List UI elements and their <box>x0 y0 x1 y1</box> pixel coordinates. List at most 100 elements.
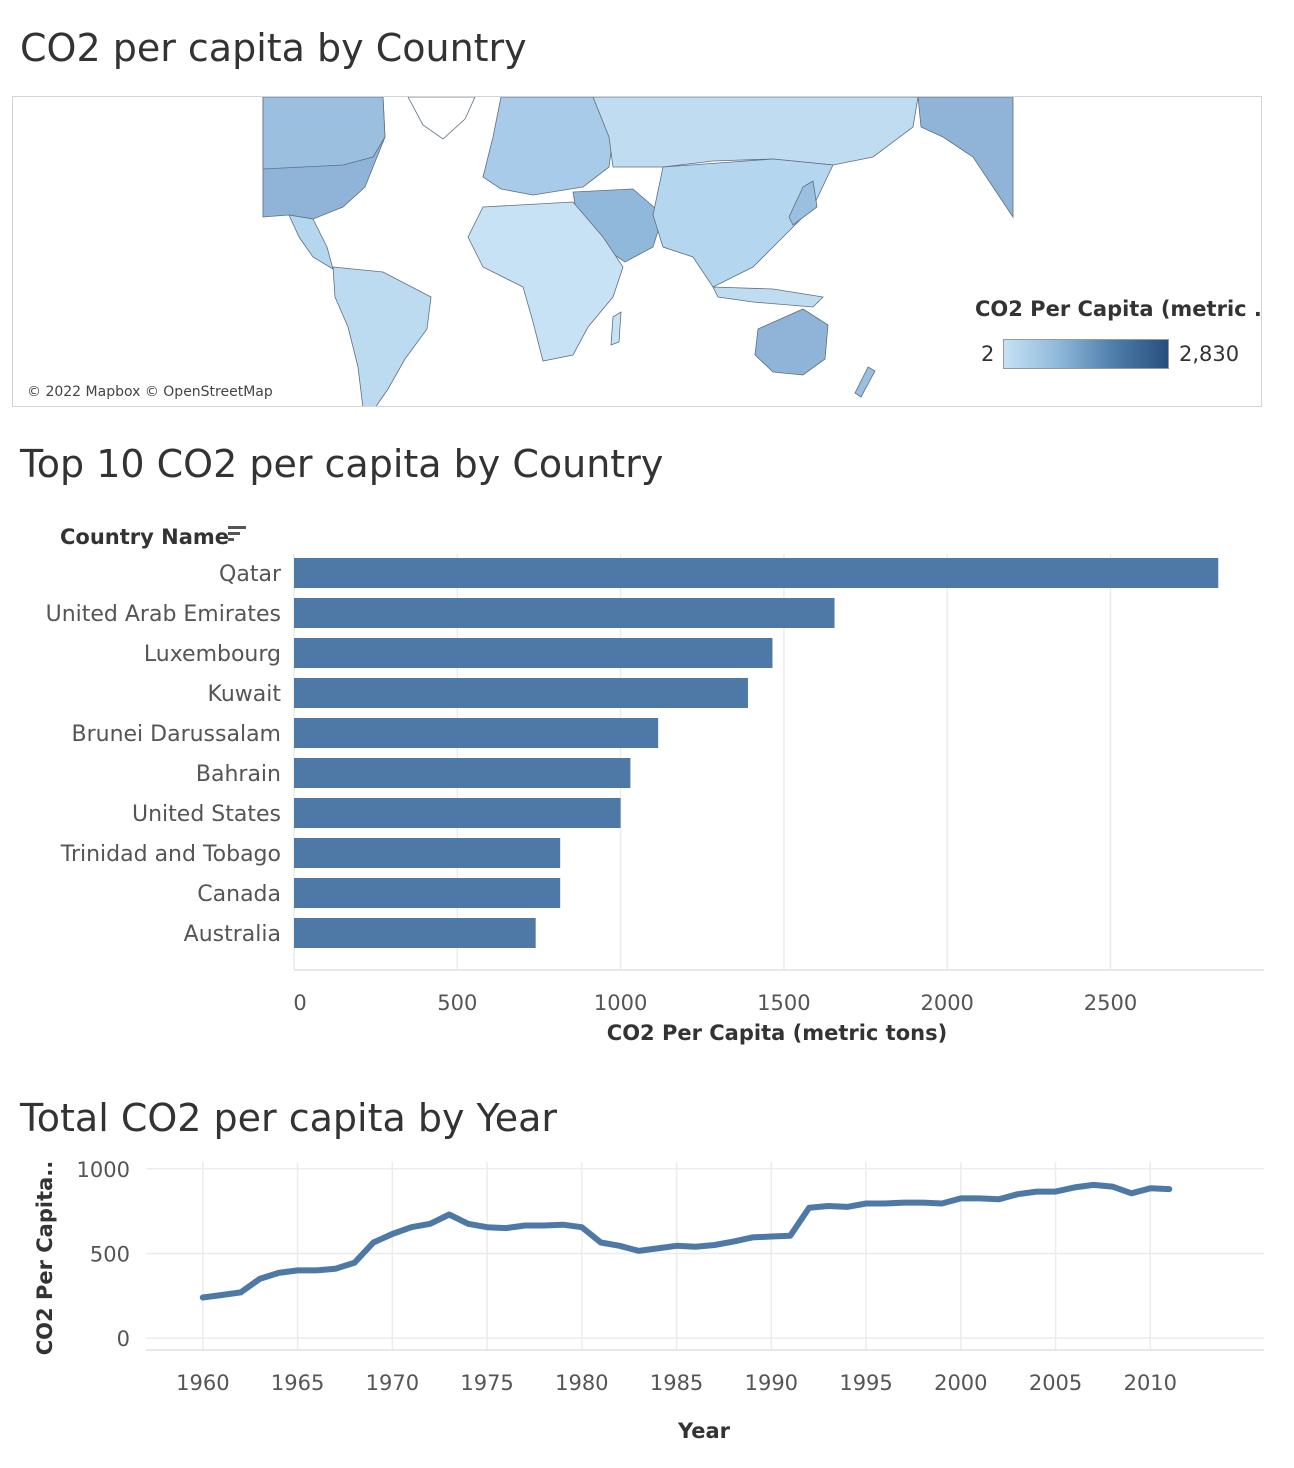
map-region-canada[interactable] <box>262 97 386 170</box>
line-point-2009[interactable] <box>1128 1190 1134 1196</box>
line-point-1998[interactable] <box>920 1200 926 1206</box>
map-region-africa[interactable] <box>467 201 624 362</box>
line-point-2011[interactable] <box>1166 1186 1172 1192</box>
line-point-1966[interactable] <box>314 1267 320 1273</box>
bar-united-arab-emirates[interactable] <box>294 598 835 628</box>
map-region-south-america[interactable] <box>332 266 432 407</box>
bar-category-label[interactable]: Bahrain <box>196 762 281 787</box>
map-region-greenland[interactable] <box>407 97 476 140</box>
line-point-1967[interactable] <box>332 1266 338 1272</box>
line-point-2002[interactable] <box>996 1196 1002 1202</box>
line-point-1973[interactable] <box>446 1212 452 1218</box>
line-point-1963[interactable] <box>257 1276 263 1282</box>
line-point-1978[interactable] <box>541 1223 547 1229</box>
line-point-2006[interactable] <box>1072 1184 1078 1190</box>
line-point-1971[interactable] <box>408 1224 414 1230</box>
line-point-1988[interactable] <box>730 1239 736 1245</box>
line-point-1969[interactable] <box>370 1239 376 1245</box>
map-region-russia[interactable] <box>592 97 919 168</box>
line-x-tick-label: 1995 <box>839 1371 892 1395</box>
line-point-2004[interactable] <box>1034 1189 1040 1195</box>
line-point-1975[interactable] <box>484 1224 490 1230</box>
bar-category-label[interactable]: Australia <box>184 922 281 947</box>
bar-category-label[interactable]: Kuwait <box>208 682 282 707</box>
line-point-1997[interactable] <box>901 1200 907 1206</box>
line-point-2007[interactable] <box>1090 1182 1096 1188</box>
line-x-tick-label: 1970 <box>366 1371 419 1395</box>
line-point-2000[interactable] <box>958 1195 964 1201</box>
line-x-tick-label: 1965 <box>271 1371 324 1395</box>
line-point-1983[interactable] <box>636 1248 642 1254</box>
bar-category-label[interactable]: Canada <box>197 882 281 907</box>
bar-canada[interactable] <box>294 878 561 908</box>
line-point-1968[interactable] <box>351 1260 357 1266</box>
bar-category-label[interactable]: Qatar <box>219 562 282 587</box>
bar-x-tick-label: 500 <box>437 991 477 1015</box>
line-point-2008[interactable] <box>1109 1184 1115 1190</box>
bar-category-label[interactable]: Luxembourg <box>144 642 281 667</box>
line-point-1974[interactable] <box>465 1221 471 1227</box>
bar-kuwait[interactable] <box>294 678 748 708</box>
bar-x-tick-label: 0 <box>293 991 306 1015</box>
line-point-1960[interactable] <box>200 1294 206 1300</box>
map-region-europe[interactable] <box>482 97 614 196</box>
line-point-1993[interactable] <box>825 1203 831 1209</box>
line-point-1999[interactable] <box>939 1200 945 1206</box>
map-region-asia[interactable] <box>652 158 834 288</box>
bar-australia[interactable] <box>294 918 536 948</box>
bar-trinidad-and-tobago[interactable] <box>294 838 561 868</box>
line-point-1980[interactable] <box>579 1224 585 1230</box>
world-choropleth-map[interactable]: © 2022 Mapbox © OpenStreetMap CO2 Per Ca… <box>12 96 1262 407</box>
bar-brunei-darussalam[interactable] <box>294 718 659 748</box>
series-line[interactable] <box>199 1181 1173 1301</box>
bar-luxembourg[interactable] <box>294 638 773 668</box>
line-point-2005[interactable] <box>1053 1189 1059 1195</box>
bar-category-label[interactable]: Trinidad and Tobago <box>60 842 281 867</box>
bar-category-label[interactable]: Brunei Darussalam <box>71 722 281 747</box>
map-attribution[interactable]: © 2022 Mapbox © OpenStreetMap <box>25 384 275 400</box>
line-point-2003[interactable] <box>1015 1191 1021 1197</box>
country-name-header[interactable]: Country Name <box>60 525 229 549</box>
line-point-1995[interactable] <box>863 1200 869 1206</box>
line-point-1985[interactable] <box>674 1243 680 1249</box>
line-point-1976[interactable] <box>503 1225 509 1231</box>
line-point-1986[interactable] <box>693 1244 699 1250</box>
line-point-1996[interactable] <box>882 1200 888 1206</box>
line-point-1984[interactable] <box>655 1245 661 1251</box>
line-point-1990[interactable] <box>768 1234 774 1240</box>
line-point-2001[interactable] <box>977 1195 983 1201</box>
line-point-2010[interactable] <box>1147 1185 1153 1191</box>
line-point-1987[interactable] <box>711 1242 717 1248</box>
bar-category-label[interactable]: United Arab Emirates <box>46 602 281 627</box>
color-legend-max: 2,830 <box>1179 342 1240 366</box>
bar-category-label[interactable]: United States <box>132 802 281 827</box>
map-region-alaska[interactable] <box>917 97 1014 219</box>
line-point-1992[interactable] <box>806 1205 812 1211</box>
line-y-tick-label: 0 <box>117 1327 130 1351</box>
line-point-1962[interactable] <box>238 1289 244 1295</box>
map-region-central-america[interactable] <box>288 214 334 270</box>
line-point-1965[interactable] <box>295 1267 301 1273</box>
line-point-1982[interactable] <box>617 1243 623 1249</box>
line-point-1991[interactable] <box>787 1233 793 1239</box>
line-point-1981[interactable] <box>598 1239 604 1245</box>
line-point-1972[interactable] <box>427 1221 433 1227</box>
line-point-1964[interactable] <box>276 1270 282 1276</box>
line-point-1970[interactable] <box>389 1231 395 1237</box>
line-point-1961[interactable] <box>219 1292 225 1298</box>
line-y-axis-title: CO2 Per Capita.. <box>33 1161 57 1355</box>
line-point-1994[interactable] <box>844 1204 850 1210</box>
line-point-1979[interactable] <box>560 1222 566 1228</box>
bar-qatar[interactable] <box>294 558 1219 588</box>
bar-bahrain[interactable] <box>294 758 631 788</box>
line-point-1989[interactable] <box>749 1234 755 1240</box>
map-region-japan[interactable] <box>788 180 818 226</box>
bar-united-states[interactable] <box>294 798 621 828</box>
line-point-1977[interactable] <box>522 1223 528 1229</box>
line-x-tick-label: 1985 <box>650 1371 703 1395</box>
line-x-tick-label: 1990 <box>745 1371 798 1395</box>
map-region-australia[interactable] <box>754 308 829 376</box>
sort-icon[interactable] <box>228 526 246 541</box>
map-region-indonesia[interactable] <box>712 286 824 308</box>
line-x-tick-label: 1980 <box>555 1371 608 1395</box>
